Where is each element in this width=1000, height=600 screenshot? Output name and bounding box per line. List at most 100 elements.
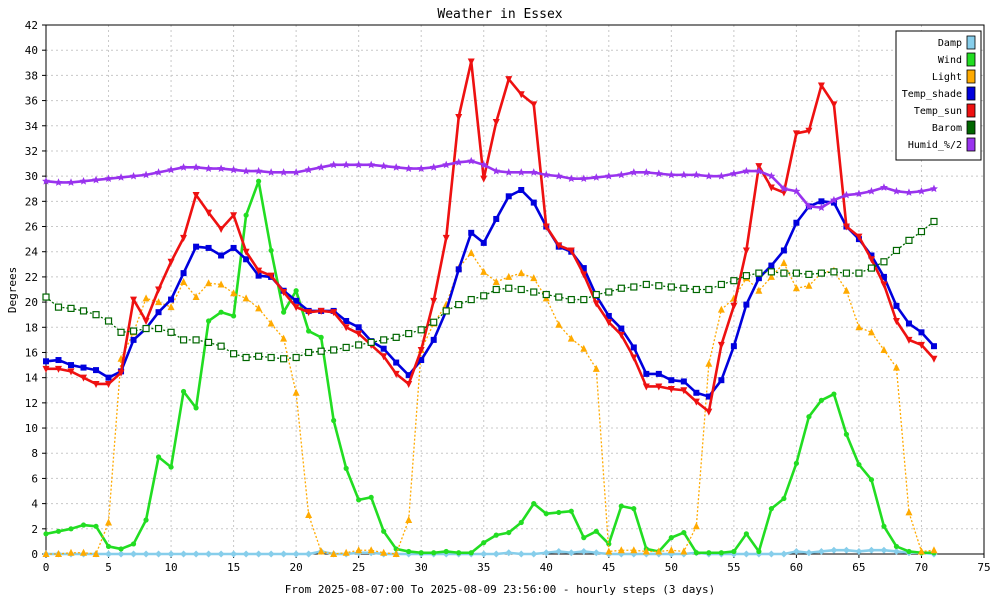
data-point-barom	[129, 327, 138, 335]
data-point-barom	[305, 348, 313, 357]
data-point-wind	[856, 461, 862, 468]
data-point-damp	[780, 550, 788, 558]
data-point-humid-2	[567, 174, 576, 183]
data-point-barom	[117, 328, 125, 336]
data-point-temp-sun	[742, 247, 750, 255]
data-point-humid-2	[742, 166, 751, 175]
data-point-humid-2	[279, 168, 288, 176]
data-point-barom	[442, 307, 450, 315]
data-point-temp-sun	[67, 368, 75, 376]
data-point-temp-sun	[617, 331, 625, 339]
data-point-temp-shade	[430, 336, 437, 343]
data-point-wind	[481, 540, 487, 546]
series-line-temp-sun	[46, 60, 935, 413]
data-point-temp-sun	[42, 365, 50, 373]
x-tick-label: 30	[415, 561, 428, 574]
data-point-wind	[105, 543, 112, 550]
data-point-temp-shade	[93, 367, 100, 374]
data-point-barom	[230, 350, 238, 358]
data-point-wind	[43, 531, 49, 537]
data-point-humid-2	[479, 160, 488, 169]
y-tick-label: 10	[25, 422, 38, 435]
data-point-temp-shade	[493, 215, 500, 222]
y-tick-label: 38	[25, 69, 38, 82]
data-point-humid-2	[767, 171, 776, 180]
data-point-barom	[505, 284, 513, 292]
data-point-barom	[280, 355, 288, 363]
data-point-damp	[480, 550, 488, 558]
data-point-light	[217, 280, 225, 288]
data-point-barom	[530, 288, 538, 296]
data-point-wind	[781, 495, 787, 502]
x-tick-label: 75	[977, 561, 990, 574]
data-point-humid-2	[867, 187, 876, 195]
data-point-temp-shade	[68, 362, 75, 369]
data-point-wind	[606, 541, 612, 547]
data-point-wind	[668, 535, 674, 541]
data-point-wind	[443, 548, 449, 555]
data-point-humid-2	[379, 161, 388, 170]
data-point-light	[192, 293, 200, 301]
data-point-wind	[793, 460, 800, 466]
x-tick-label: 60	[790, 561, 803, 574]
data-point-wind	[93, 523, 99, 529]
data-point-damp	[867, 546, 875, 554]
data-point-temp-shade	[830, 199, 837, 206]
chart-title: Weather in Essex	[437, 7, 562, 22]
data-point-light	[705, 359, 713, 367]
data-point-damp	[292, 550, 300, 558]
data-point-barom	[455, 301, 463, 309]
data-point-barom	[380, 336, 388, 344]
data-point-humid-2	[529, 168, 538, 176]
series-humid-2	[42, 156, 938, 212]
data-point-wind	[268, 247, 274, 254]
data-point-temp-shade	[518, 186, 525, 193]
data-point-temp-shade	[730, 343, 737, 350]
data-point-light	[842, 286, 850, 294]
data-point-barom	[842, 269, 851, 277]
data-point-temp-sun	[242, 248, 250, 256]
data-point-wind	[130, 541, 137, 547]
data-point-temp-shade	[218, 252, 225, 259]
data-point-temp-sun	[55, 365, 63, 373]
data-point-humid-2	[729, 169, 738, 178]
data-point-temp-shade	[768, 262, 775, 269]
data-point-barom	[542, 290, 550, 299]
data-point-light	[392, 550, 400, 557]
data-point-light	[92, 550, 100, 557]
data-point-temp-shade	[505, 193, 512, 200]
data-point-temp-shade	[630, 344, 637, 351]
data-point-barom	[167, 328, 175, 336]
data-point-humid-2	[854, 189, 863, 198]
data-point-barom	[292, 353, 300, 362]
data-point-humid-2	[129, 171, 138, 180]
data-point-light	[255, 304, 263, 312]
data-point-wind	[618, 503, 624, 509]
data-point-humid-2	[417, 164, 426, 172]
data-point-humid-2	[692, 170, 701, 179]
data-point-damp	[280, 550, 288, 558]
data-point-humid-2	[629, 168, 638, 176]
data-point-temp-sun	[392, 370, 400, 378]
data-point-temp-sun	[230, 212, 238, 220]
data-point-humid-2	[154, 168, 163, 176]
data-point-barom	[142, 324, 150, 333]
data-point-barom	[930, 217, 938, 226]
data-point-temp-shade	[605, 312, 612, 319]
x-tick-label: 20	[290, 561, 303, 574]
data-point-light	[67, 548, 75, 556]
data-point-light	[480, 267, 488, 275]
x-tick-label: 65	[852, 561, 865, 574]
data-point-barom	[492, 285, 500, 294]
data-point-humid-2	[142, 170, 151, 179]
y-axis-label: Degrees	[6, 267, 19, 313]
data-point-humid-2	[242, 166, 251, 175]
legend-label-light: Light	[932, 72, 962, 83]
data-point-wind	[631, 506, 637, 512]
data-point-humid-2	[617, 170, 626, 179]
y-tick-label: 28	[25, 195, 38, 208]
data-point-damp	[217, 550, 225, 558]
x-tick-label: 25	[352, 561, 365, 574]
data-point-light	[367, 546, 375, 554]
data-point-temp-sun	[717, 341, 725, 349]
